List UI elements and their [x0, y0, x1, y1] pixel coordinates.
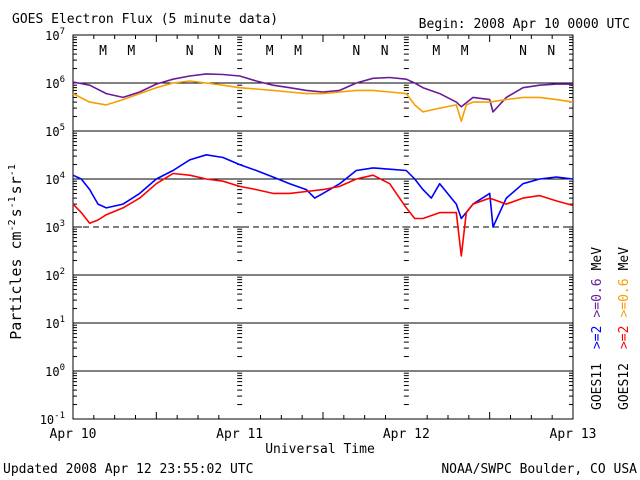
y-tick-exponent: 6 — [60, 75, 65, 85]
y-tick-base: 10 — [45, 125, 59, 139]
y-axis-label: Particles cm-2s-1sr-1 — [7, 164, 25, 340]
satellite-marker-n: N — [547, 44, 555, 59]
legend-goes11-high: >=2 — [590, 326, 605, 349]
y-tick-base: 10 — [40, 413, 54, 427]
x-tick-label: Apr 11 — [216, 427, 263, 442]
y-tick-base: 10 — [45, 221, 59, 235]
series-line-2 — [72, 80, 574, 122]
x-tick-label: Apr 10 — [50, 427, 97, 442]
y-tick-label: 100 — [45, 363, 65, 379]
y-tick-base: 10 — [45, 29, 59, 43]
right-legend: GOES11 >=2 >=0.6 MeV GOES12 >=2 >=0.6 MeV — [590, 247, 632, 410]
y-tick-base: 10 — [45, 365, 59, 379]
y-tick-exponent: 7 — [60, 27, 65, 37]
legend-goes12-high: >=2 — [617, 326, 632, 349]
y-tick-exponent: -1 — [54, 411, 65, 421]
series-lines — [72, 73, 574, 257]
y-tick-exponent: 1 — [60, 315, 65, 325]
y-tick-exponent: 5 — [60, 123, 65, 133]
y-tick-base: 10 — [45, 173, 59, 187]
satellite-marker-m: M — [294, 44, 302, 59]
y-tick-label: 105 — [45, 123, 65, 139]
begin-time: Begin: 2008 Apr 10 0000 UTC — [419, 17, 630, 32]
y-tick-exponent: 3 — [60, 219, 65, 229]
y-tick-label: 106 — [45, 75, 65, 91]
satellite-marker-n: N — [352, 44, 360, 59]
y-tick-exponent: 0 — [60, 363, 65, 373]
y-tick-base: 10 — [45, 77, 59, 91]
source-credit: NOAA/SWPC Boulder, CO USA — [441, 462, 637, 477]
series-line-4 — [72, 172, 574, 257]
legend-goes12-unit: MeV — [617, 247, 632, 271]
x-tick-label: Apr 13 — [550, 427, 597, 442]
y-tick-label: 102 — [45, 267, 65, 283]
satellite-marker-n: N — [381, 44, 389, 59]
legend-goes11-unit: MeV — [590, 247, 605, 271]
satellite-marker-m: M — [266, 44, 274, 59]
satellite-marker-m: M — [127, 44, 135, 59]
chart-title: GOES Electron Flux (5 minute data) — [12, 12, 278, 27]
y-tick-exponent: 4 — [60, 171, 65, 181]
y-tick-label: 103 — [45, 219, 65, 235]
y-tick-label: 10-1 — [40, 411, 65, 427]
y-tick-label: 104 — [45, 171, 65, 187]
y-tick-base: 10 — [45, 317, 59, 331]
legend-goes11-name: GOES11 — [590, 363, 605, 410]
x-axis-ticks: Apr 10 Apr 11 Apr 12 Apr 13 — [50, 35, 597, 442]
y-tick-label: 101 — [45, 315, 65, 331]
legend-goes12-name: GOES12 — [617, 363, 632, 410]
x-tick-label: Apr 12 — [383, 427, 430, 442]
y-tick-label: 107 — [45, 27, 65, 43]
satellite-marker-m: M — [432, 44, 440, 59]
legend-goes11: GOES11 >=2 >=0.6 MeV — [590, 247, 605, 410]
updated-time: Updated 2008 Apr 12 23:55:02 UTC — [3, 462, 253, 477]
satellite-marker-m: M — [99, 44, 107, 59]
legend-goes12-low: >=0.6 — [617, 278, 632, 317]
legend-goes12: GOES12 >=2 >=0.6 MeV — [617, 247, 632, 410]
satellite-marker-n: N — [519, 44, 527, 59]
satellite-marker-n: N — [214, 44, 222, 59]
y-tick-exponent: 2 — [60, 267, 65, 277]
y-tick-base: 10 — [45, 269, 59, 283]
series-line-1 — [72, 73, 573, 113]
satellite-marker-n: N — [186, 44, 194, 59]
legend-goes11-low: >=0.6 — [590, 278, 605, 317]
x-axis-label: Universal Time — [265, 442, 375, 457]
satellite-marker-m: M — [461, 44, 469, 59]
